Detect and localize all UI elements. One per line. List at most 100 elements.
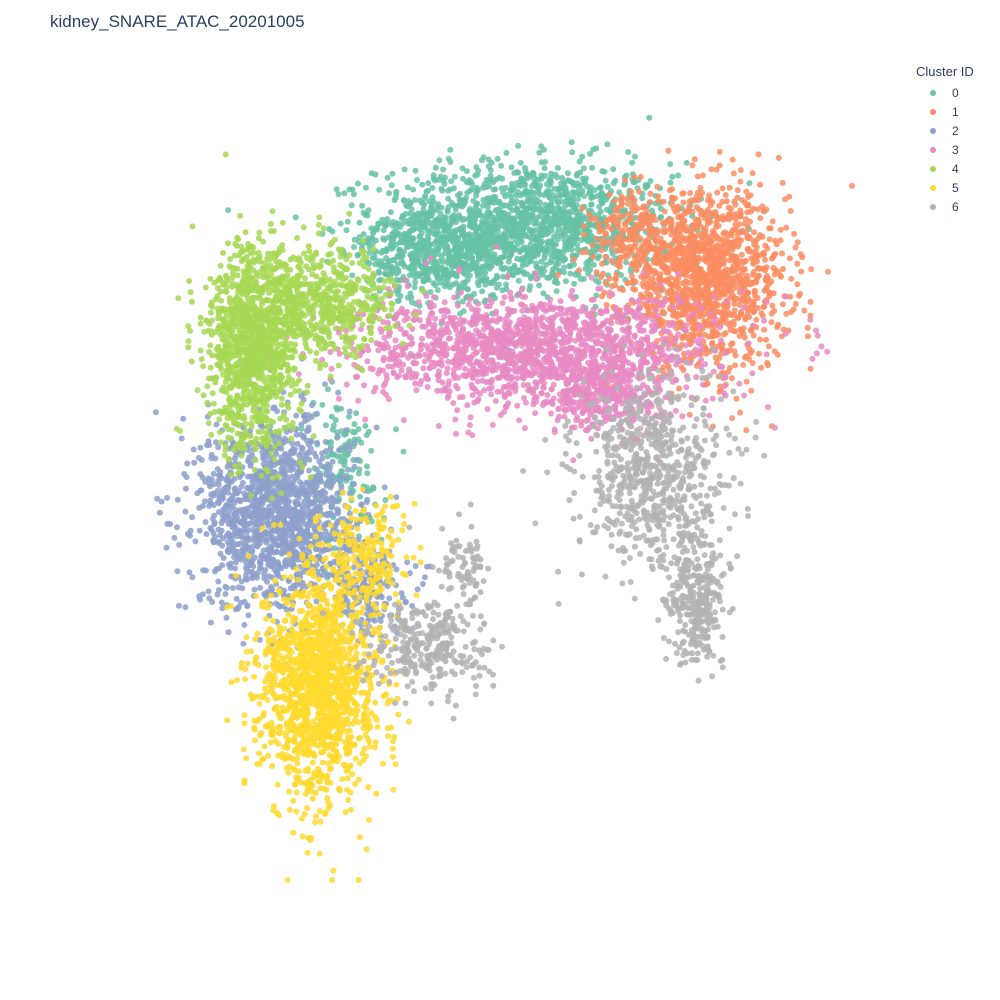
point [762,276,769,283]
point [661,263,668,270]
point [631,153,638,160]
point [326,478,332,485]
point [608,257,615,264]
point [368,225,375,232]
point [470,197,477,204]
point [655,292,662,299]
point [623,195,630,202]
point [500,266,507,273]
point [728,240,735,247]
point [668,216,675,223]
point [737,167,744,174]
point [734,243,741,250]
point [661,220,668,227]
point [228,496,235,503]
point [196,527,203,534]
point [444,208,451,215]
point [726,257,733,264]
point [743,297,750,304]
point [794,260,801,267]
point [679,190,686,197]
point [622,177,628,184]
point [341,190,348,197]
point [322,422,329,429]
point [715,302,722,309]
point [566,195,573,202]
point [722,248,729,254]
point [418,243,425,250]
point [723,281,730,288]
point [598,274,605,281]
point [454,249,460,256]
point [766,236,773,243]
point [212,455,219,462]
point [411,253,418,260]
point [411,211,418,218]
point [564,246,571,253]
point [229,585,236,591]
point [356,219,363,226]
point [747,218,753,225]
point [477,255,484,262]
series-0 [225,114,768,581]
point [786,255,793,262]
point [554,271,561,278]
point [515,142,522,149]
point [419,221,426,228]
point [607,238,614,245]
point [680,367,687,373]
point [690,331,697,338]
point [580,275,587,282]
point [203,567,209,574]
point [551,249,558,256]
point [849,182,855,189]
point [249,557,256,564]
point [544,239,551,245]
point [674,244,681,251]
point [388,182,395,189]
point [487,167,494,174]
point [786,193,793,200]
point [807,298,814,305]
point [293,431,300,438]
point [423,188,430,195]
point [696,313,703,320]
point [591,187,598,193]
point [290,582,297,589]
point [542,173,549,179]
point [408,262,415,269]
point [442,245,449,252]
point [417,211,424,217]
point [576,158,583,165]
point [720,270,727,277]
point [520,200,527,207]
point [625,200,631,207]
point [209,599,216,605]
point [774,324,781,330]
point [444,258,450,264]
point [768,278,775,285]
point [527,258,534,264]
point [745,194,752,200]
point [646,199,653,206]
point [335,389,342,396]
point [530,170,537,177]
point [487,239,494,246]
point [650,279,657,286]
point [182,604,189,611]
point [560,269,567,276]
point [494,228,501,235]
point [542,201,549,208]
point [566,263,573,270]
point [622,254,629,261]
point [472,264,479,271]
point [189,514,196,521]
point [654,183,661,190]
point [532,227,539,234]
point [215,509,222,516]
point [399,213,406,220]
point [400,197,407,204]
point [389,170,396,177]
point [588,195,595,201]
point [692,233,699,240]
